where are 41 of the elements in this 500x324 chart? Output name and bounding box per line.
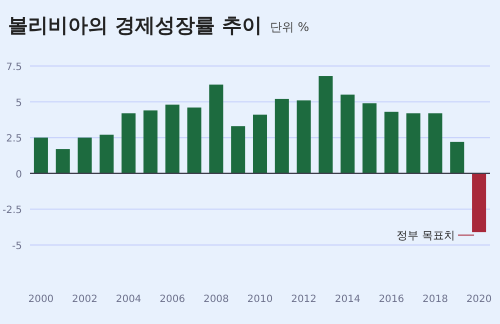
y-tick-label: -2.5 (2, 205, 22, 216)
y-tick-label: 7.5 (6, 62, 22, 73)
x-tick-label: 2008 (203, 294, 229, 305)
chart-title: 볼리비아의 경제성장률 추이 (8, 13, 262, 37)
x-tick-label: 2014 (334, 294, 360, 305)
bar (252, 114, 268, 174)
bar (362, 103, 377, 174)
bar (56, 149, 70, 174)
bar (296, 100, 311, 174)
annotation: 정부 목표치 (396, 229, 456, 242)
x-tick-label: 2020 (466, 294, 492, 305)
y-tick-label: 0 (16, 169, 22, 180)
y-tick-label: 2.5 (6, 134, 22, 145)
x-tick-label: 2000 (28, 294, 54, 305)
x-tick-label: 2002 (72, 294, 98, 305)
x-tick-label: 2006 (160, 294, 186, 305)
chart-subtitle: 단위 % (270, 20, 310, 34)
x-tick-label: 2004 (116, 294, 142, 305)
bar (450, 142, 464, 174)
x-tick-label: 2016 (378, 294, 404, 305)
bar (274, 98, 289, 174)
bar (231, 126, 246, 174)
bar (122, 113, 136, 174)
bar (78, 138, 92, 174)
bar (406, 113, 420, 174)
bar (143, 110, 158, 174)
y-tick-label: -5 (12, 241, 22, 252)
bar (100, 134, 114, 174)
bar (34, 138, 48, 174)
x-tick-label: 2018 (422, 294, 448, 305)
bar (318, 76, 333, 174)
x-tick-label: 2010 (247, 294, 273, 305)
bar (209, 84, 224, 174)
y-tick-label: 5 (16, 98, 22, 109)
bar (165, 104, 180, 174)
bar (187, 108, 202, 174)
bar (428, 113, 442, 174)
bar (472, 173, 486, 232)
x-tick-label: 2012 (291, 294, 317, 305)
bar (340, 94, 355, 174)
bar (384, 112, 398, 174)
